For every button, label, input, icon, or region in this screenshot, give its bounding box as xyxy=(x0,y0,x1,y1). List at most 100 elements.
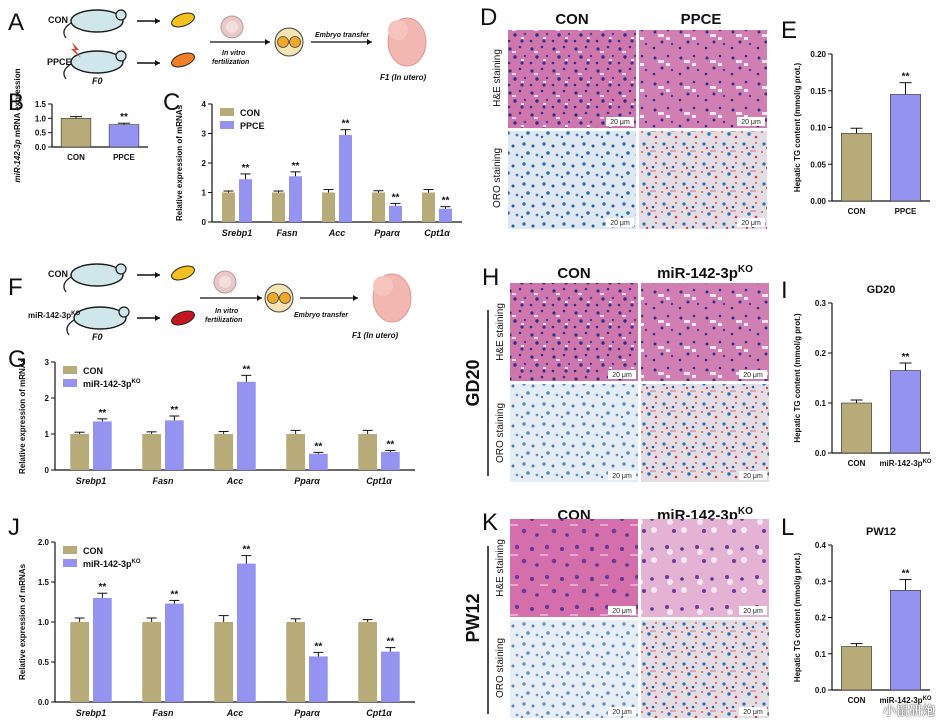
group-ko-label-F: miR-142-3pKO xyxy=(28,311,80,320)
bar-PPCE-Acc xyxy=(339,134,352,222)
x-tick-label: Fasn xyxy=(152,708,174,718)
bar-CON-Cpt1α xyxy=(422,192,435,222)
y-tick-label: 2 xyxy=(202,159,207,168)
x-tick-label: Srebp1 xyxy=(76,476,107,486)
significance-label: ** xyxy=(170,589,178,600)
bar-CON-Srebp1 xyxy=(70,434,89,470)
fetus-icon xyxy=(372,273,412,323)
significance-label: ** xyxy=(120,112,128,123)
panel-A: A CON PPCE F0 In vitro fertilization xyxy=(8,9,427,86)
chart-E: 0.00 0.05 0.10 0.15 0.20 Hepatic TG content (… xyxy=(793,50,930,216)
chart-I: 0.0 0.1 0.2 0.3 Hepatic TG content (mmol/g p… xyxy=(793,284,932,468)
ivf-label-A: In vitro fertilization xyxy=(212,50,249,66)
y-tick-label: 2.0 xyxy=(38,538,50,547)
sperm-ppce-icon xyxy=(171,52,195,68)
he-image-ko-H xyxy=(641,283,769,381)
mouse-ppce-icon xyxy=(63,50,127,80)
legend-label: CON xyxy=(83,366,103,376)
x-tick-label: Fasn xyxy=(276,228,298,238)
he-image-ppce-D xyxy=(639,30,767,128)
group-con-label-A: CON xyxy=(48,15,68,25)
panel-label-D: D xyxy=(480,4,497,31)
y-tick-label: 0.05 xyxy=(810,160,826,169)
group-ppce-label-A: PPCE xyxy=(47,57,72,67)
oro-image-con-K xyxy=(510,620,638,718)
bar-PPCE-Cpt1α xyxy=(439,208,452,222)
x-tick-label: Fasn xyxy=(152,476,174,486)
y-axis-label: miR-142-3p mRNA expression xyxy=(13,68,22,182)
significance-label: ** xyxy=(98,408,106,419)
row-label-oro-D: ORO staining xyxy=(492,148,503,208)
panel-K: K CON miR-142-3pKO PW12 H&E staining ORO… xyxy=(463,506,769,718)
panel-label-B: B xyxy=(8,89,24,116)
he-image-con-K xyxy=(510,519,638,617)
significance-label: ** xyxy=(386,637,394,648)
transfer-label-F: Embryo transfer xyxy=(294,312,349,319)
svg-text:20 μm: 20 μm xyxy=(743,608,763,615)
panel-label-E: E xyxy=(781,17,797,44)
legend-swatch xyxy=(63,366,77,374)
significance-label: ** xyxy=(242,364,250,375)
significance-label: ** xyxy=(386,440,394,451)
bar-miR-142-3p-Fasn xyxy=(165,603,184,702)
chart-title: GD20 xyxy=(867,284,896,296)
svg-text:20 μm: 20 μm xyxy=(743,372,763,379)
chart-L: 0.0 0.1 0.2 0.3 0.4 Hepatic TG content (mmol/… xyxy=(793,526,932,705)
x-tick-label: Acc xyxy=(226,476,244,486)
svg-text:20 μm: 20 μm xyxy=(612,709,632,716)
y-tick-label: 0.3 xyxy=(815,577,827,586)
panel-label-F: F xyxy=(8,274,23,301)
panel-label-K: K xyxy=(482,509,498,536)
panel-label-J: J xyxy=(8,514,20,541)
panel-label-H: H xyxy=(482,264,499,291)
bar-miR-142-3p-Srebp1 xyxy=(93,421,112,470)
significance-label: ** xyxy=(902,568,910,579)
x-tick-label: Srebp1 xyxy=(76,708,107,718)
f0-label-F: F0 xyxy=(92,332,103,342)
legend-swatch xyxy=(220,121,234,129)
sperm-con-icon xyxy=(171,12,195,28)
chart-C: 0 1 2 3 4 Relative expression of mRNAs ** Srebp… xyxy=(175,100,462,238)
scale-bars-H: 20 μm 20 μm 20 μm 20 μm xyxy=(608,370,767,480)
y-tick-label: 1.0 xyxy=(38,618,50,627)
panel-label-C: C xyxy=(163,89,180,116)
panel-label-L: L xyxy=(781,514,794,541)
legend-label: CON xyxy=(240,108,260,118)
x-tick-label: Cpt1α xyxy=(366,476,392,486)
y-tick-label: 0 xyxy=(202,218,207,227)
he-image-con-H xyxy=(510,283,638,381)
significance-label: ** xyxy=(242,545,250,556)
x-tick-label: miR-142-3pKO xyxy=(879,459,931,468)
f0-label-A: F0 xyxy=(92,76,103,86)
watermark: 小鼠研炮 xyxy=(882,704,935,719)
x-tick-label: Pparα xyxy=(294,476,320,486)
bar-CON-Fasn xyxy=(142,434,161,470)
x-tick-label: PPCE xyxy=(113,153,135,162)
y-axis-label: Hepatic TG content (mmol/g prot.) xyxy=(793,63,802,193)
significance-label: ** xyxy=(98,582,106,593)
embryo-2cell-icon xyxy=(264,283,294,313)
bar-CON-Pparα xyxy=(372,192,385,222)
y-axis-label: Relative expression of mRNAs xyxy=(18,357,27,474)
y-axis-label: Relative expression of mRNAs xyxy=(18,563,27,680)
row-label-he-K: H&E staining xyxy=(495,539,506,597)
bar-CON xyxy=(841,646,872,691)
y-tick-label: 0.5 xyxy=(38,658,50,667)
f1-label-F: F1 (In utero) xyxy=(352,331,399,340)
col-label-con-H: CON xyxy=(557,265,590,282)
y-axis-label: Relative expression of mRNAs xyxy=(175,104,184,221)
y-tick-label: 0.3 xyxy=(815,299,827,308)
x-tick-label: miR-142-3pKO xyxy=(879,696,931,705)
col-label-ppce-D: PPCE xyxy=(681,11,722,28)
group-con-label-F: CON xyxy=(48,269,68,279)
mouse-con-icon xyxy=(63,9,127,39)
legend-label: CON xyxy=(83,546,103,556)
panel-D: D CON PPCE H&E staining ORO staining 20 … xyxy=(480,4,767,229)
bar-CON-Acc xyxy=(322,192,335,222)
lightning-icon xyxy=(71,42,81,58)
scale-bars-D: 20 μm 20 μm 20 μm 20 μm xyxy=(606,117,765,227)
x-tick-label: Acc xyxy=(328,228,346,238)
y-tick-label: 3 xyxy=(202,130,207,139)
y-tick-label: 0.2 xyxy=(815,614,827,623)
y-tick-label: 1.0 xyxy=(35,114,47,123)
